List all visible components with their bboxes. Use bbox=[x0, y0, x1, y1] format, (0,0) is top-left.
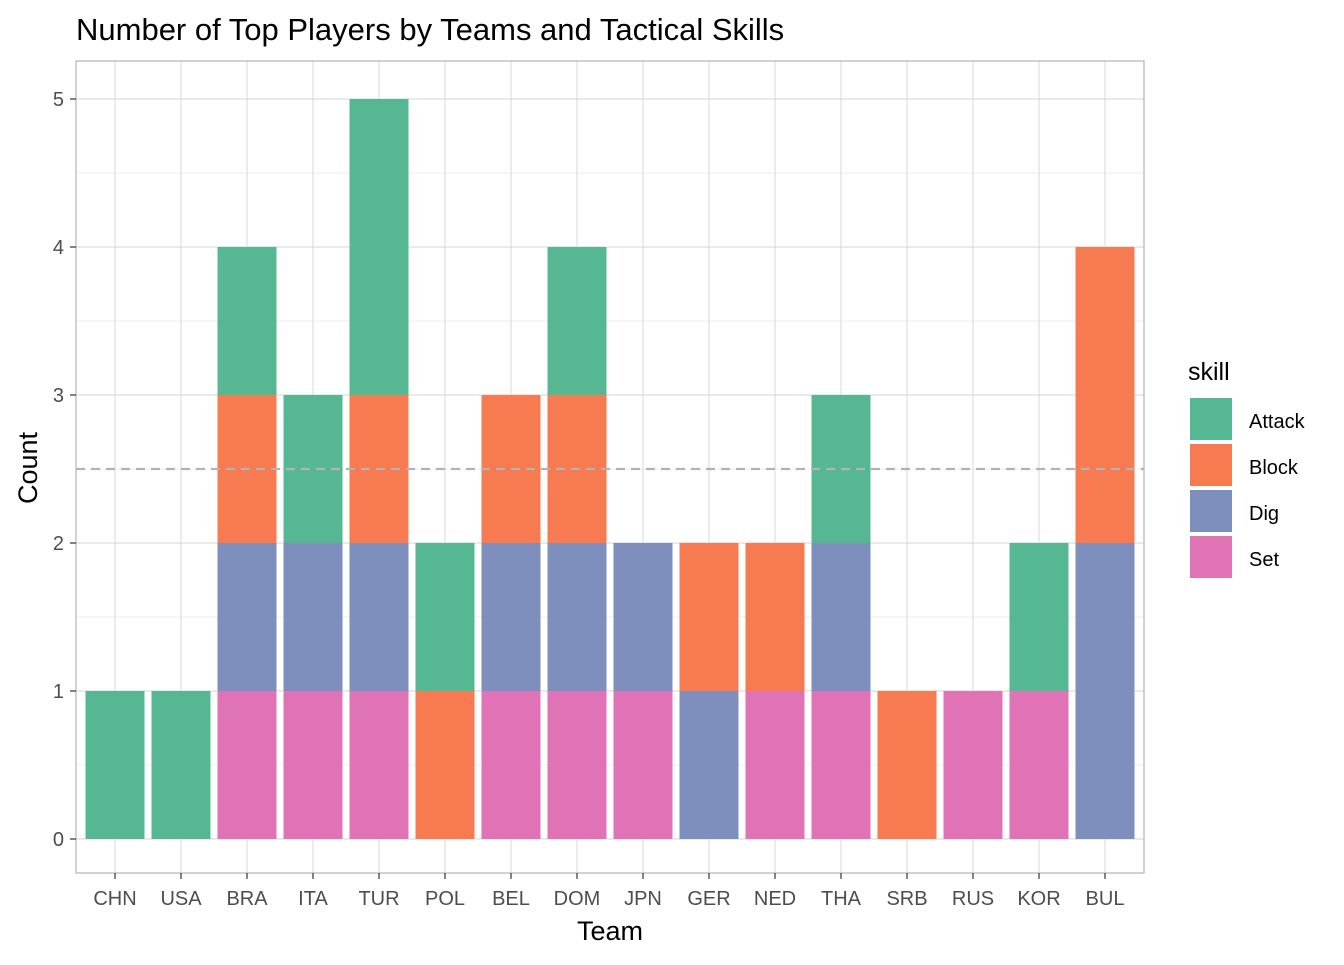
x-tick-label: GER bbox=[687, 888, 730, 910]
x-tick-label: JPN bbox=[624, 888, 662, 910]
bar-ger-block bbox=[679, 543, 739, 691]
x-tick-label: USA bbox=[160, 888, 202, 910]
plot-panel-border bbox=[75, 60, 1145, 874]
x-axis: CHN USA BRA ITA TUR POL BEL DOM JPN GER NED THA SRB R… bbox=[93, 873, 1124, 910]
bar-kor-attack bbox=[1009, 543, 1069, 691]
x-tick-label: NED bbox=[754, 888, 796, 910]
legend-label-block: Block bbox=[1249, 457, 1299, 479]
legend-key-set bbox=[1190, 536, 1232, 578]
x-tick-label: BRA bbox=[226, 888, 268, 910]
x-tick-label: POL bbox=[425, 888, 465, 910]
x-tick-label: BUL bbox=[1086, 888, 1125, 910]
y-tick-label: 4 bbox=[53, 237, 64, 259]
bar-ita-dig bbox=[283, 543, 343, 691]
x-tick-label: DOM bbox=[554, 888, 601, 910]
legend: skill Attack Block Dig Set bbox=[1188, 358, 1306, 578]
bar-dom-dig bbox=[547, 543, 607, 691]
x-tick-label: KOR bbox=[1017, 888, 1060, 910]
bar-pol-attack bbox=[415, 543, 475, 691]
bar-bel-dig bbox=[481, 543, 541, 691]
bar-ned-set bbox=[745, 691, 805, 839]
bar-tur-attack bbox=[349, 99, 409, 395]
bar-ger-dig bbox=[679, 691, 739, 839]
x-tick-label: CHN bbox=[93, 888, 136, 910]
legend-key-dig bbox=[1190, 490, 1232, 532]
bar-bra-attack bbox=[217, 247, 277, 395]
bar-tha-dig bbox=[811, 543, 871, 691]
x-tick-label: ITA bbox=[298, 888, 328, 910]
x-tick-label: BEL bbox=[492, 888, 530, 910]
bar-bra-dig bbox=[217, 543, 277, 691]
legend-key-block bbox=[1190, 444, 1232, 486]
y-tick-label: 0 bbox=[53, 829, 64, 851]
bar-pol-block bbox=[415, 691, 475, 839]
bar-kor-set bbox=[1009, 691, 1069, 839]
bar-rus-set bbox=[943, 691, 1003, 839]
x-tick-label: RUS bbox=[952, 888, 994, 910]
y-axis-title: Count bbox=[13, 431, 43, 504]
bar-tur-dig bbox=[349, 543, 409, 691]
x-axis-title: Team bbox=[577, 916, 643, 946]
legend-label-dig: Dig bbox=[1249, 503, 1279, 525]
y-tick-label: 5 bbox=[53, 89, 64, 111]
x-tick-label: TUR bbox=[358, 888, 399, 910]
bar-ned-block bbox=[745, 543, 805, 691]
bar-bra-set bbox=[217, 691, 277, 839]
y-tick-label: 2 bbox=[53, 533, 64, 555]
legend-label-attack: Attack bbox=[1249, 411, 1306, 433]
bar-srb-block bbox=[877, 691, 937, 839]
bar-chn-attack bbox=[85, 691, 145, 839]
y-tick-label: 1 bbox=[53, 681, 64, 703]
bar-jpn-set bbox=[613, 691, 673, 839]
bar-usa-attack bbox=[151, 691, 211, 839]
bar-bul-dig bbox=[1075, 543, 1135, 839]
bar-ita-set bbox=[283, 691, 343, 839]
legend-title: skill bbox=[1188, 358, 1230, 386]
bar-bul-block bbox=[1075, 247, 1135, 543]
x-tick-label: SRB bbox=[886, 888, 927, 910]
chart-title: Number of Top Players by Teams and Tacti… bbox=[76, 12, 784, 47]
bar-tha-set bbox=[811, 691, 871, 839]
x-tick-label: THA bbox=[821, 888, 862, 910]
legend-key-attack bbox=[1190, 398, 1232, 440]
bar-dom-set bbox=[547, 691, 607, 839]
y-axis: 0 1 2 3 4 5 bbox=[53, 89, 76, 851]
legend-items: Attack Block Dig Set bbox=[1190, 398, 1306, 578]
bar-dom-attack bbox=[547, 247, 607, 395]
bars bbox=[85, 99, 1135, 839]
legend-label-set: Set bbox=[1249, 549, 1279, 571]
bar-tur-set bbox=[349, 691, 409, 839]
y-tick-label: 3 bbox=[53, 385, 64, 407]
bar-bel-set bbox=[481, 691, 541, 839]
bar-jpn-dig bbox=[613, 543, 673, 691]
